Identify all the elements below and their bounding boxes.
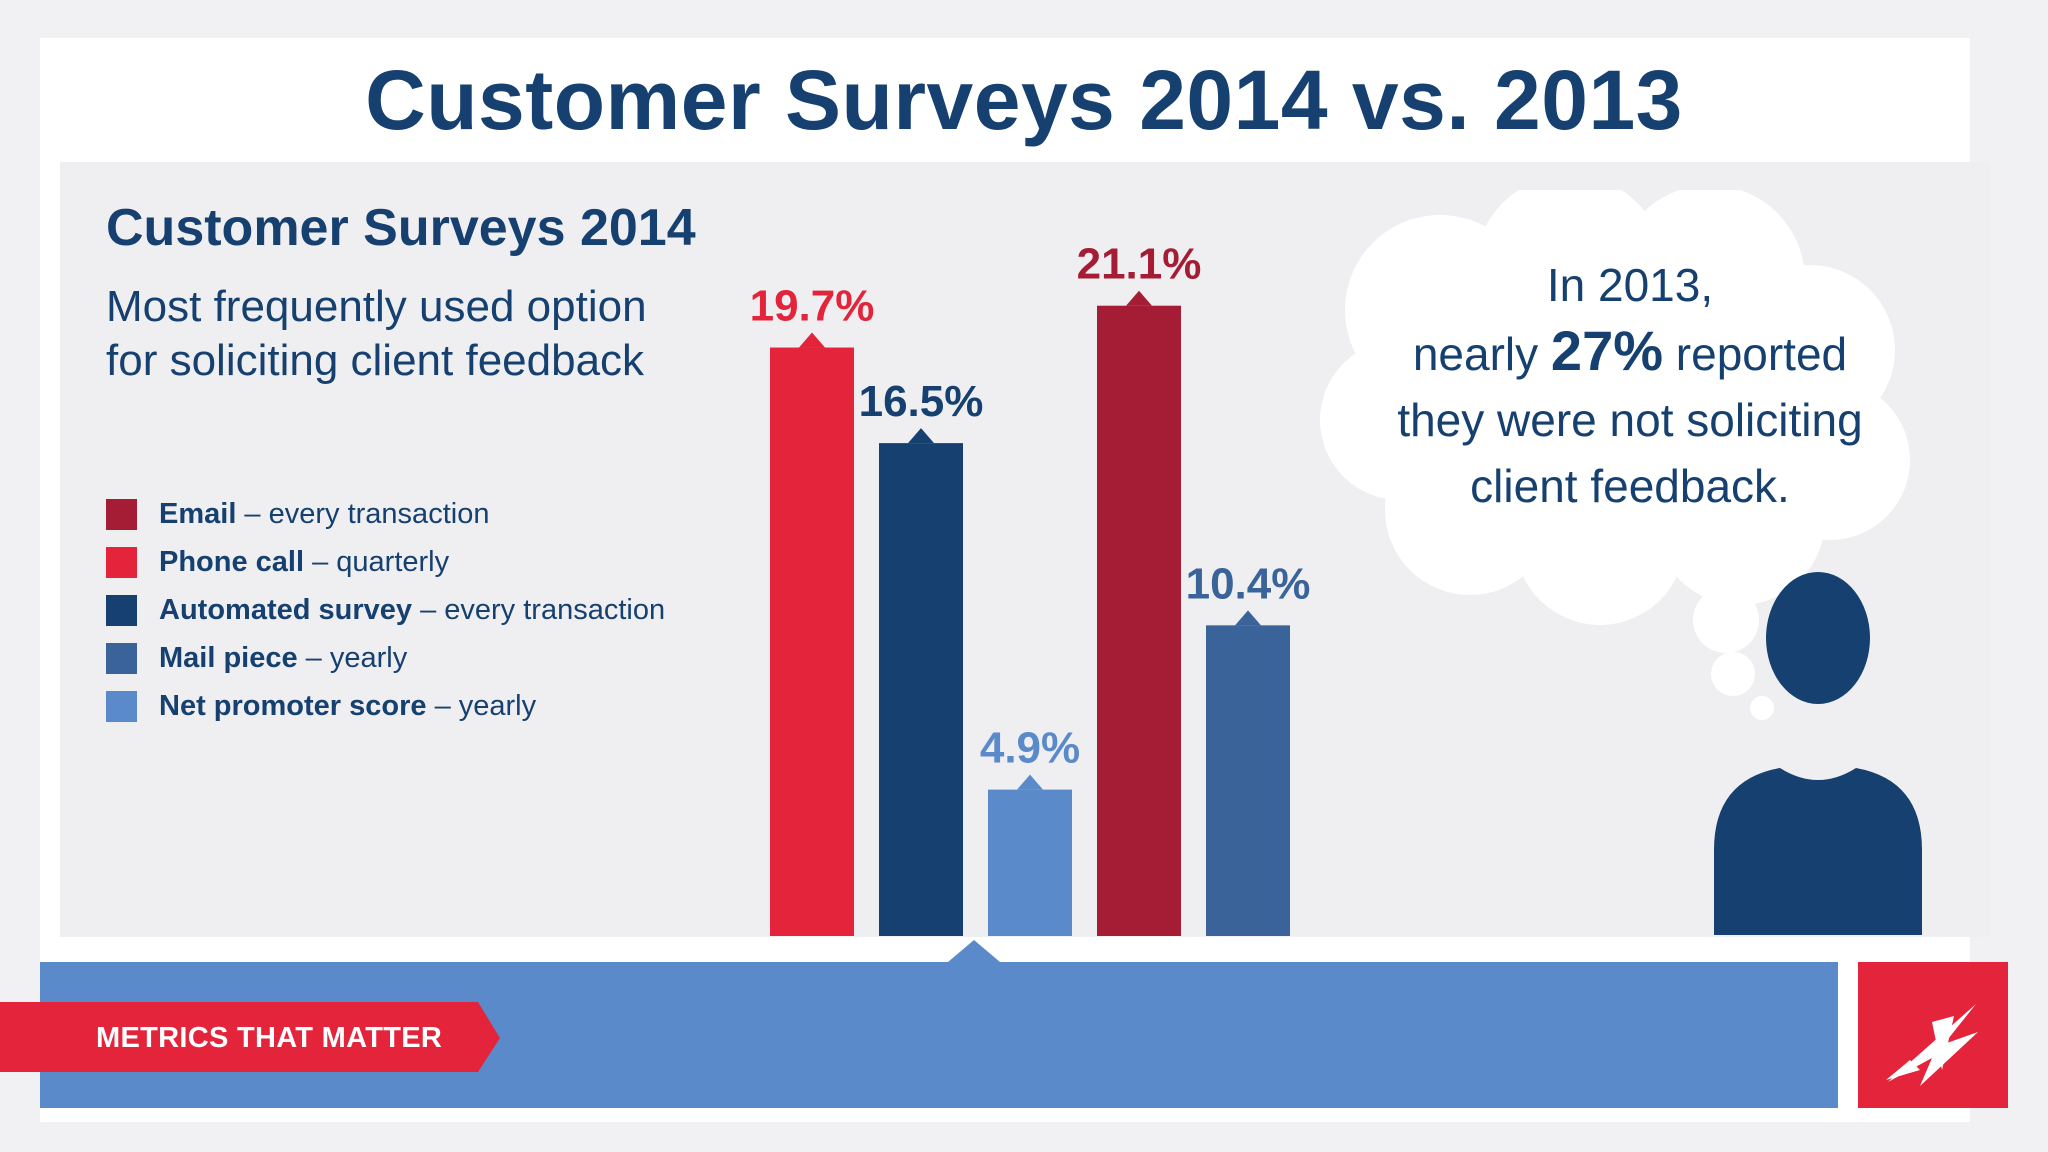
bar-3: 4.9% [980,724,1080,936]
data-label: 16.5% [859,377,984,426]
legend-swatch [106,642,137,674]
bar-rect [988,789,1072,936]
bar-rect [879,443,963,936]
bar-pointer [1126,290,1152,306]
bar-pointer [908,428,934,444]
bar-pointer [1017,774,1043,790]
callout-line-2: nearly 27% reported [1412,319,1848,382]
legend-item: Net promoter score – yearly [106,682,665,730]
bar-rect [770,347,854,936]
bar-pointer [1235,610,1261,626]
bar-rect [1206,625,1290,936]
bar-1: 19.7% [750,282,875,936]
callout-text: In 2013, nearly 27% reported they were n… [1360,252,1900,519]
legend-item: Email – every transaction [106,490,665,538]
data-label: 19.7% [750,282,875,331]
bar-pointer [799,332,825,348]
brand-logo-icon [1858,962,2008,1108]
legend-item: Automated survey – every transaction [106,586,665,634]
chart-subtitle: Customer Surveys 2014 [106,199,696,257]
thought-cloud-icon [1320,190,1910,720]
data-label: 10.4% [1186,559,1311,608]
callout-line-1: In 2013, [1546,259,1714,311]
legend-label: Automated survey – every transaction [159,593,666,626]
legend-label: Phone call – quarterly [159,545,450,578]
legend-label: Email – every transaction [159,497,490,530]
legend-swatch [106,690,137,722]
legend-item: Phone call – quarterly [106,538,665,586]
bar-4: 21.1% [1077,240,1202,936]
data-label: 4.9% [980,724,1080,773]
ribbon [0,1002,500,1072]
page-title: Customer Surveys 2014 vs. 2013 [365,53,1683,147]
legend-label: Mail piece – yearly [159,641,408,674]
legend: Email – every transaction Phone call – q… [106,490,665,730]
legend-label: Net promoter score – yearly [159,689,537,722]
legend-swatch [106,594,137,626]
data-label: 21.1% [1077,240,1202,289]
person-icon [1714,572,1922,935]
chart-description: Most frequently used option for soliciti… [106,280,746,388]
legend-swatch [106,546,137,578]
bar-2: 16.5% [859,377,984,936]
callout-line-3: they were not soliciting [1397,394,1863,446]
legend-swatch [106,498,137,530]
callout-line-4: client feedback. [1470,460,1790,512]
bar-rect [1097,305,1181,936]
description-line-2: for soliciting client feedback [106,336,645,385]
bar-5: 10.4% [1186,559,1311,936]
description-line-1: Most frequently used option [106,282,647,331]
legend-item: Mail piece – yearly [106,634,665,682]
banner-label: METRICS THAT MATTER [96,1022,443,1054]
